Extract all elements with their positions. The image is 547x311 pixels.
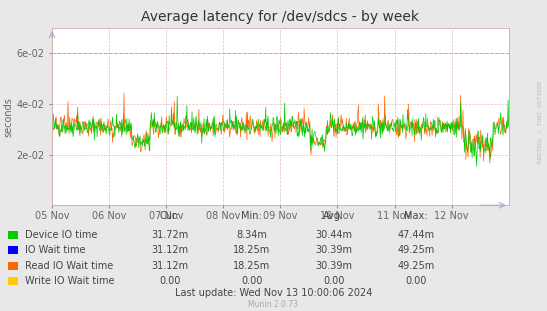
Text: 31.12m: 31.12m <box>151 245 188 255</box>
Y-axis label: seconds: seconds <box>3 97 14 137</box>
Text: 0.00: 0.00 <box>241 276 263 286</box>
Text: 18.25m: 18.25m <box>233 245 270 255</box>
Text: Munin 2.0.73: Munin 2.0.73 <box>248 300 299 309</box>
Text: 0.00: 0.00 <box>323 276 345 286</box>
Text: 49.25m: 49.25m <box>397 261 434 271</box>
Text: IO Wait time: IO Wait time <box>25 245 85 255</box>
Text: Last update: Wed Nov 13 10:00:06 2024: Last update: Wed Nov 13 10:00:06 2024 <box>175 288 372 298</box>
Text: 8.34m: 8.34m <box>236 230 267 240</box>
Text: Min:: Min: <box>241 211 262 221</box>
Text: Read IO Wait time: Read IO Wait time <box>25 261 113 271</box>
Text: 31.12m: 31.12m <box>151 261 188 271</box>
Text: 0.00: 0.00 <box>405 276 427 286</box>
Text: 30.39m: 30.39m <box>315 261 352 271</box>
Text: 30.39m: 30.39m <box>315 245 352 255</box>
Text: Write IO Wait time: Write IO Wait time <box>25 276 114 286</box>
Text: 31.72m: 31.72m <box>151 230 188 240</box>
Text: 49.25m: 49.25m <box>397 245 434 255</box>
Text: Max:: Max: <box>404 211 427 221</box>
Text: Device IO time: Device IO time <box>25 230 97 240</box>
Title: Average latency for /dev/sdcs - by week: Average latency for /dev/sdcs - by week <box>141 10 420 24</box>
Text: 0.00: 0.00 <box>159 276 181 286</box>
Text: RRDTOOL / TOBI OETIKER: RRDTOOL / TOBI OETIKER <box>538 80 543 163</box>
Text: Cur:: Cur: <box>160 211 179 221</box>
Text: 47.44m: 47.44m <box>397 230 434 240</box>
Text: 30.44m: 30.44m <box>315 230 352 240</box>
Text: Avg:: Avg: <box>323 211 344 221</box>
Text: 18.25m: 18.25m <box>233 261 270 271</box>
